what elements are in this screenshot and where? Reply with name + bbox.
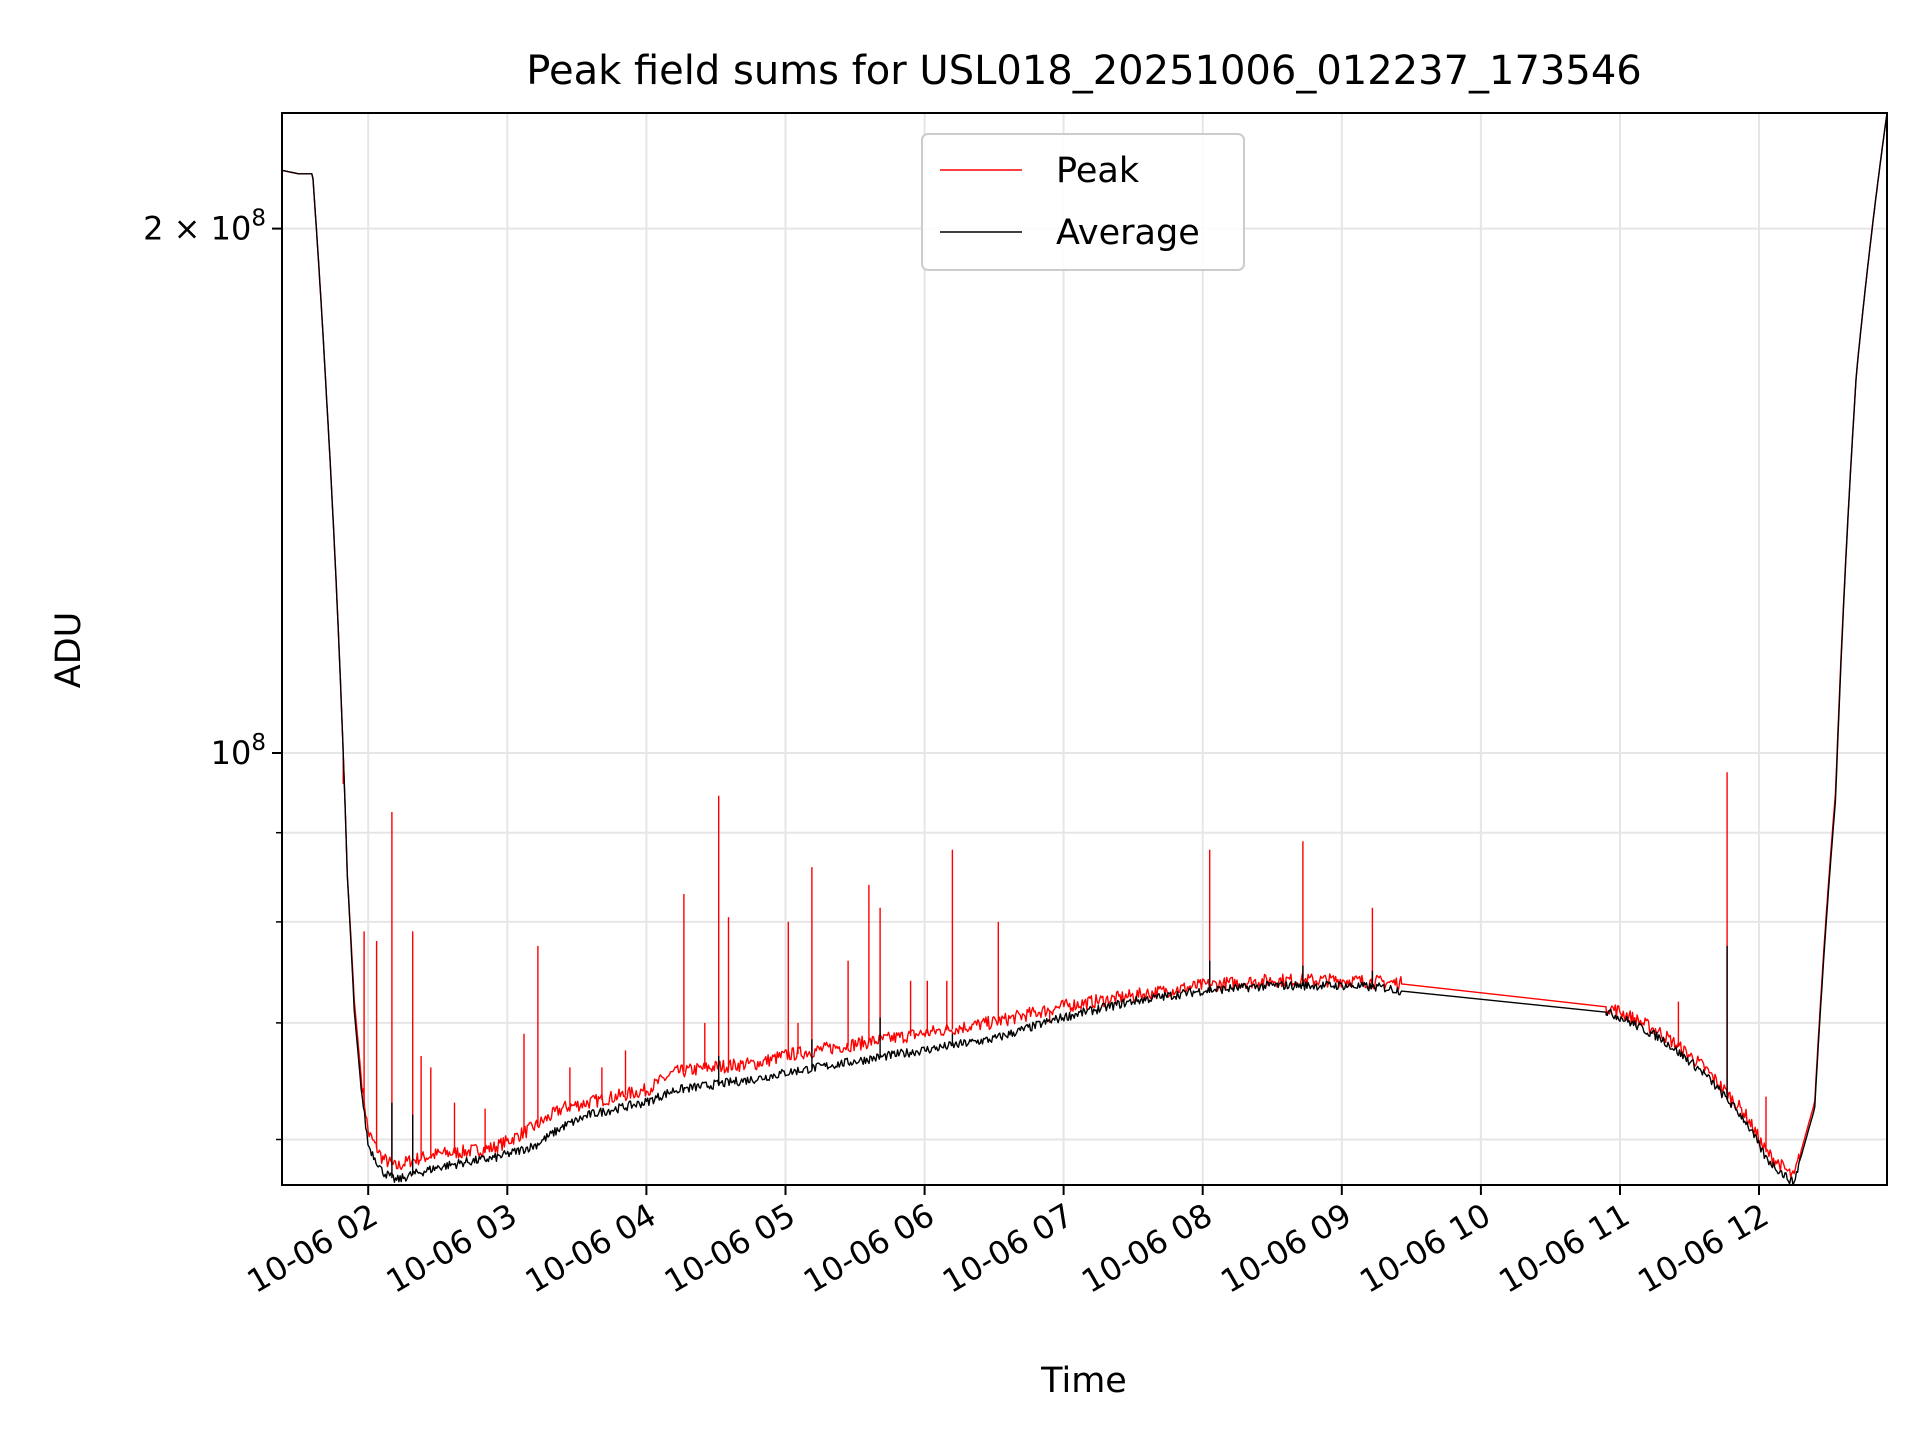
- series-layer: [281, 112, 1888, 1186]
- series-line-peak: [281, 112, 1888, 1178]
- legend-label-peak: Peak: [1056, 151, 1140, 191]
- y-axis-label: ADU: [49, 612, 89, 689]
- y-tick-label: 108: [211, 730, 266, 772]
- plot-frame: [281, 112, 1888, 1186]
- legend-box: [921, 133, 1245, 271]
- series-line-average: [281, 112, 1888, 1186]
- legend: Peak Average: [921, 133, 1245, 271]
- legend-label-average: Average: [1056, 213, 1200, 253]
- x-axis-label: Time: [1040, 1361, 1127, 1401]
- series-average: [281, 112, 1888, 1186]
- y-tick-label: 2 × 108: [143, 206, 266, 248]
- grid-layer: [282, 113, 1887, 1185]
- chart-title: Peak field sums for USL018_20251006_0122…: [526, 48, 1641, 94]
